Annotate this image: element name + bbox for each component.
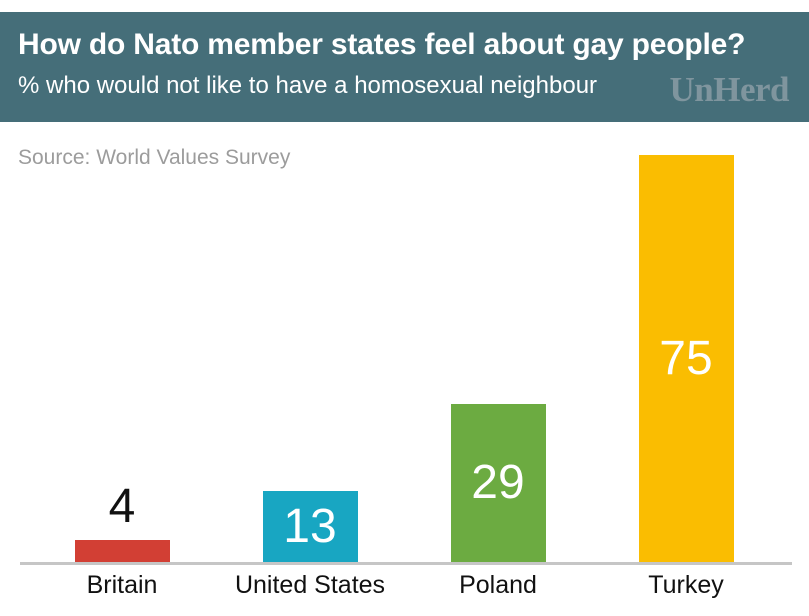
bar-column-united-states: 13 — [216, 122, 404, 562]
bar-turkey: 75 — [638, 155, 734, 562]
category-label-poland: Poland — [459, 571, 537, 599]
category-label-turkey: Turkey — [648, 571, 724, 599]
bar-chart: Source: World Values Survey 4 13 29 75 Brit… — [0, 122, 809, 616]
bar-column-turkey: 75 — [592, 122, 780, 562]
header: How do Nato member states feel about gay… — [0, 12, 809, 122]
unherd-logo: UnHerd — [669, 70, 790, 109]
bar-united-states: 13 — [262, 491, 358, 562]
plot-area: 4 13 29 75 — [28, 122, 780, 562]
bar-value-label-turkey: 75 — [659, 331, 713, 385]
bar-column-britain: 4 — [28, 122, 216, 562]
category-label-united-states: United States — [234, 571, 386, 599]
chart-subtitle: % who would not like to have a homosexua… — [18, 72, 598, 99]
bar-poland: 29 — [450, 404, 546, 562]
bar-britain — [74, 540, 170, 562]
x-axis-line — [20, 562, 792, 565]
chart-title: How do Nato member states feel about gay… — [18, 28, 746, 61]
bar-value-label-poland: 29 — [471, 456, 525, 509]
category-labels: Britain United States Poland Turkey — [28, 571, 780, 600]
category-label-britain: Britain — [86, 571, 158, 599]
bar-value-label-united-states: 13 — [283, 499, 337, 553]
bar-column-poland: 29 — [404, 122, 592, 562]
source-label: Source: World Values Survey — [18, 146, 291, 169]
bar-value-label-britain: 4 — [108, 480, 136, 533]
